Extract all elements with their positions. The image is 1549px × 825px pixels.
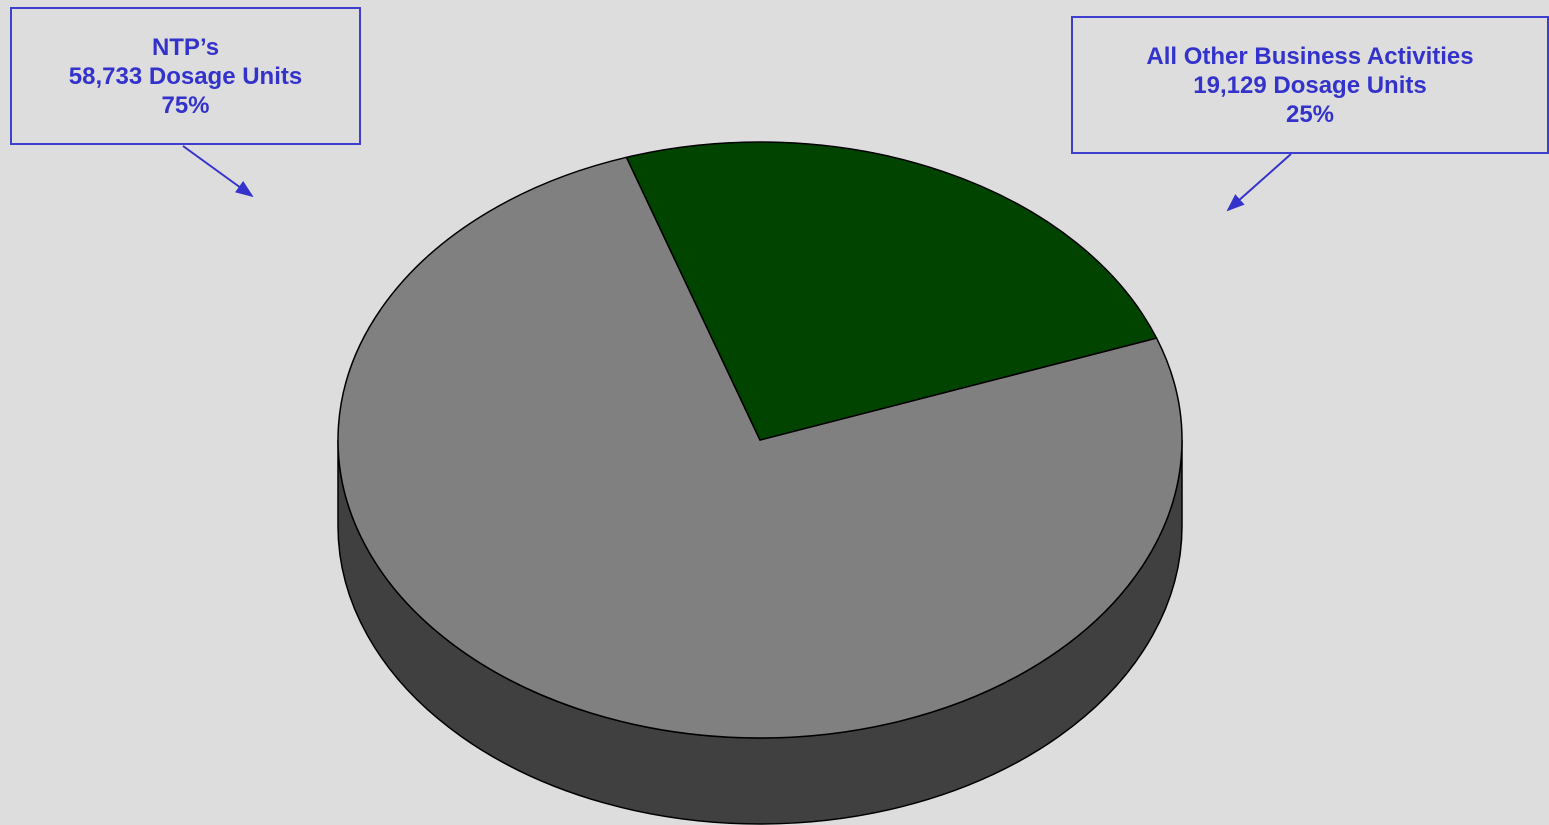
- ntp-percent: 75%: [161, 91, 210, 119]
- callout-ntp: NTP’s 58,733 Dosage Units 75%: [10, 7, 361, 145]
- ntp-label: NTP’s: [151, 33, 220, 61]
- pie-slice-ntp: [337, 156, 1183, 739]
- callout-arrow-ntp: [182, 145, 254, 198]
- other-business-value: 19,129 Dosage Units: [1193, 71, 1427, 99]
- other-business-label: All Other Business Activities: [1146, 42, 1474, 70]
- callout-arrow-other-business: [1226, 153, 1292, 212]
- other-business-percent: 25%: [1285, 100, 1335, 128]
- ntp-value: 58,733 Dosage Units: [68, 62, 303, 90]
- pie-slice-other-business: [625, 141, 1158, 441]
- callout-other-business: All Other Business Activities 19,129 Dos…: [1071, 16, 1549, 154]
